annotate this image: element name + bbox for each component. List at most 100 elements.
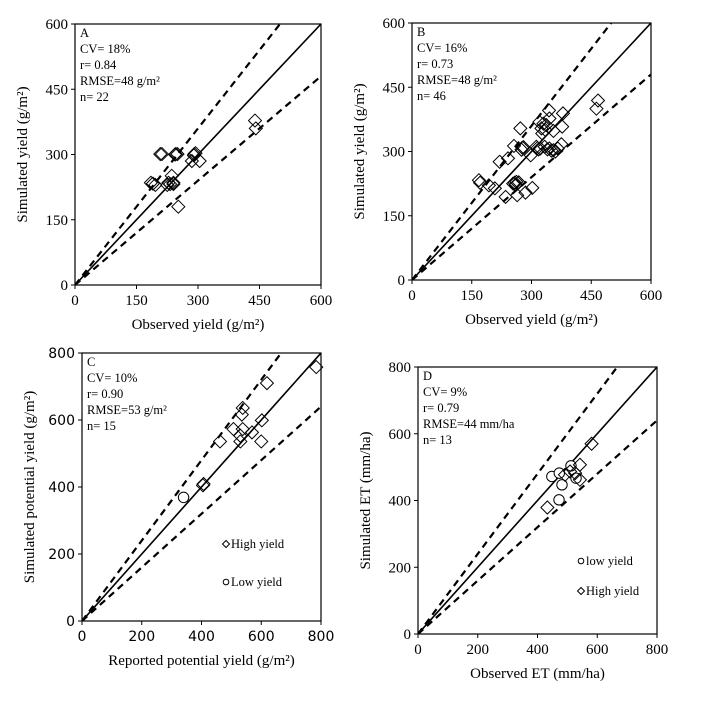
stat-text: r= 0.90	[87, 387, 123, 401]
y-tick-label: 800	[48, 346, 75, 362]
data-point-circle	[556, 479, 568, 491]
data-point-diamond	[589, 101, 604, 116]
y-tick-label: 600	[383, 16, 406, 32]
y-tick-label: 450	[383, 80, 406, 96]
data-point-diamond	[567, 465, 583, 481]
data-point-diamond	[541, 103, 557, 118]
data-point-diamond	[472, 175, 488, 190]
y-tick-label: 0	[61, 278, 69, 294]
data-point-diamond	[235, 400, 250, 416]
data-point-diamond	[171, 199, 186, 214]
data-point-diamond	[554, 137, 569, 152]
ref-line-0.8	[412, 73, 651, 280]
ref-line-1.2	[418, 367, 619, 634]
data-point-diamond	[515, 140, 530, 155]
x-axis-title: Observed yield (g/m²)	[465, 312, 598, 328]
x-tick-label: 300	[187, 293, 210, 309]
data-point-diamond	[259, 375, 275, 391]
x-tick-label: 150	[125, 293, 148, 309]
legend-label: High yield	[231, 537, 285, 551]
ref-line-1.2	[75, 24, 281, 285]
panel-d: 0 200 400 600 800 0 200 400 600 800 low yield High …	[358, 360, 668, 682]
data-point-diamond	[500, 151, 516, 166]
data-point-diamond	[548, 144, 563, 159]
ref-line-0.8	[418, 419, 657, 634]
data-point-diamond	[557, 467, 573, 483]
ref-line-1.2	[82, 353, 283, 621]
data-point-diamond	[513, 121, 528, 136]
data-point-diamond	[535, 126, 550, 141]
stat-text: RMSE=44 mm/ha	[423, 417, 515, 431]
one-to-one-line	[412, 23, 651, 280]
legend-marker-circle	[222, 578, 230, 586]
x-tick-label: 400	[188, 629, 215, 645]
data-point-diamond	[196, 476, 211, 492]
y-tick-label: 200	[48, 547, 75, 563]
data-point-circle	[553, 467, 566, 479]
data-point-diamond	[540, 500, 555, 515]
data-point-diamond	[248, 121, 264, 136]
data-point-diamond	[530, 140, 545, 156]
one-to-one-line	[82, 353, 321, 621]
data-point-diamond	[254, 434, 269, 449]
y-tick-label: 600	[389, 427, 412, 443]
data-point-diamond	[195, 478, 211, 493]
y-tick-label: 800	[389, 360, 412, 376]
x-tick-label: 600	[310, 293, 333, 309]
panel-label: D	[423, 369, 432, 383]
data-point-diamond	[487, 181, 503, 196]
x-tick-label: 0	[78, 629, 87, 645]
stat-text: n= 22	[80, 90, 109, 104]
x-tick-label: 150	[461, 288, 484, 304]
panel-b: 0 150 300 450 600 0 150 300 450 600 B CV= 16% r= 0.7…	[352, 16, 662, 328]
data-point-diamond	[192, 153, 207, 169]
data-point-diamond	[143, 175, 159, 190]
data-point-diamond	[247, 113, 263, 128]
data-point-diamond	[554, 119, 570, 134]
data-point-diamond	[167, 147, 183, 162]
data-point-diamond	[507, 175, 522, 190]
x-tick-label: 450	[248, 293, 271, 309]
data-point-diamond	[590, 93, 606, 108]
data-point-diamond	[233, 434, 248, 449]
legend-label: Low yield	[231, 575, 283, 589]
stat-text: RMSE=53 g/m²	[87, 403, 167, 417]
stat-text: r= 0.84	[80, 58, 117, 72]
legend-marker-circle	[577, 557, 585, 565]
panel-label: B	[417, 25, 425, 39]
stat-text: CV= 18%	[80, 42, 130, 56]
stat-text: r= 0.73	[417, 57, 453, 71]
x-tick-label: 800	[646, 642, 669, 658]
x-axis-title: Reported potential yield (g/m²)	[108, 653, 295, 669]
data-point-diamond	[532, 114, 547, 130]
data-point-diamond	[145, 176, 161, 191]
y-tick-label: 0	[404, 627, 412, 643]
x-tick-label: 600	[640, 288, 663, 304]
data-point-diamond	[555, 106, 571, 121]
stat-text: CV= 10%	[87, 371, 137, 385]
x-tick-label: 400	[526, 642, 549, 658]
x-axis-title: Observed yield (g/m²)	[132, 317, 265, 333]
stat-text: n= 15	[87, 419, 116, 433]
y-tick-label: 200	[389, 560, 412, 576]
data-point-diamond	[233, 428, 248, 443]
y-tick-label: 400	[389, 494, 412, 510]
ref-line-0.8	[82, 405, 321, 621]
data-point-diamond	[148, 177, 163, 193]
x-tick-label: 600	[586, 642, 609, 658]
data-point-diamond	[153, 146, 168, 162]
x-tick-label: 0	[414, 642, 422, 658]
data-point-diamond	[523, 148, 538, 163]
x-tick-label: 300	[520, 288, 543, 304]
legend-label: low yield	[586, 554, 634, 568]
data-point-diamond	[544, 143, 559, 158]
stat-text: CV= 9%	[423, 385, 467, 399]
data-point-circle	[553, 494, 565, 506]
data-point-diamond	[492, 154, 507, 169]
data-point-diamond	[170, 146, 185, 162]
data-point-diamond	[166, 176, 181, 192]
data-point-diamond	[509, 187, 525, 203]
data-point-diamond	[538, 122, 553, 138]
stat-text: n= 13	[423, 433, 452, 447]
panel-label: A	[80, 26, 89, 40]
